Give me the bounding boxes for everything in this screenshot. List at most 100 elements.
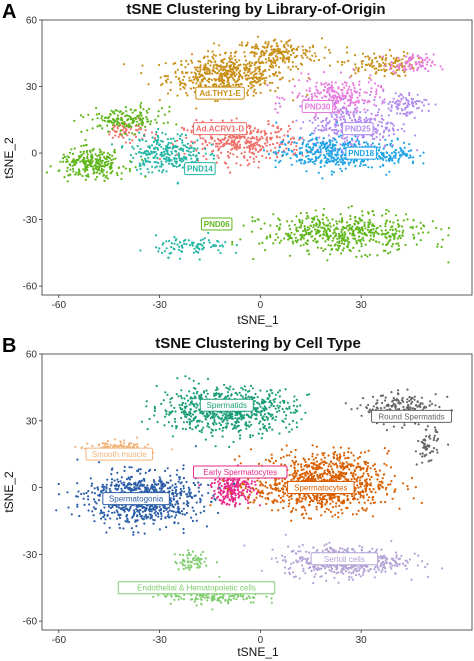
scatter-point <box>116 122 119 125</box>
scatter-point <box>175 160 179 163</box>
scatter-point <box>371 59 374 62</box>
scatter-point <box>401 231 404 234</box>
scatter-point <box>114 444 117 447</box>
scatter-point <box>337 86 340 89</box>
scatter-point <box>315 222 318 225</box>
scatter-point <box>311 121 314 124</box>
scatter-point <box>82 152 85 155</box>
scatter-point <box>256 35 260 38</box>
scatter-point <box>176 94 179 97</box>
scatter-point <box>350 205 353 208</box>
scatter-point <box>77 155 81 158</box>
scatter-point <box>227 387 230 390</box>
scatter-point <box>192 417 195 420</box>
scatter-point <box>201 412 204 415</box>
scatter-point <box>321 177 324 180</box>
scatter-point <box>433 436 436 439</box>
scatter-point <box>172 247 175 250</box>
scatter-point <box>353 118 356 121</box>
scatter-point <box>164 133 167 136</box>
scatter-point <box>363 141 366 144</box>
scatter-point <box>213 421 216 424</box>
scatter-point <box>265 416 268 419</box>
scatter-point <box>333 90 336 93</box>
scatter-point <box>189 144 192 147</box>
scatter-point <box>291 136 294 139</box>
scatter-point <box>275 410 279 413</box>
scatter-point <box>218 69 221 72</box>
scatter-point <box>253 52 256 56</box>
scatter-point <box>323 95 326 98</box>
scatter-point <box>409 398 413 401</box>
scatter-point <box>378 241 381 244</box>
scatter-point <box>272 398 275 402</box>
scatter-point <box>381 243 384 246</box>
scatter-point <box>278 389 281 392</box>
scatter-point <box>271 73 275 76</box>
scatter-point <box>178 80 181 83</box>
scatter-point <box>257 432 260 435</box>
scatter-point <box>376 157 379 160</box>
scatter-point <box>260 135 263 138</box>
scatter-point <box>183 412 186 415</box>
scatter-point <box>240 41 244 44</box>
scatter-point <box>385 68 388 72</box>
scatter-point <box>392 129 395 132</box>
scatter-point <box>271 428 274 431</box>
scatter-point <box>362 239 365 242</box>
scatter-point <box>305 170 308 173</box>
scatter-point <box>337 232 340 235</box>
scatter-point <box>235 162 238 165</box>
scatter-point <box>340 113 343 116</box>
scatter-point <box>295 142 298 145</box>
scatter-point <box>289 411 293 414</box>
scatter-point <box>364 55 367 58</box>
scatter-point <box>381 102 384 105</box>
scatter-point <box>381 214 384 217</box>
scatter-point <box>287 135 290 138</box>
scatter-point <box>374 57 377 60</box>
scatter-point <box>415 463 418 466</box>
scatter-point <box>238 391 241 394</box>
scatter-point <box>337 124 340 127</box>
scatter-point <box>407 101 410 105</box>
scatter-point <box>270 53 273 57</box>
scatter-point <box>346 136 349 139</box>
scatter-point <box>188 418 191 421</box>
scatter-point <box>280 239 283 242</box>
scatter-point <box>226 419 229 422</box>
scatter-point <box>219 74 223 77</box>
scatter-point <box>415 100 418 103</box>
scatter-point <box>198 258 201 261</box>
scatter-point <box>229 51 233 55</box>
scatter-point <box>434 430 437 433</box>
scatter-point <box>278 97 281 100</box>
scatter-point <box>315 215 318 218</box>
scatter-point <box>182 421 185 424</box>
scatter-point <box>233 62 236 66</box>
scatter-point <box>337 156 340 160</box>
scatter-point <box>288 405 291 408</box>
scatter-point <box>421 101 424 104</box>
scatter-point <box>308 87 311 90</box>
scatter-point <box>224 65 227 69</box>
scatter-point <box>198 419 201 422</box>
scatter-point <box>83 170 87 173</box>
scatter-point <box>317 171 320 174</box>
scatter-point <box>169 137 172 140</box>
scatter-point <box>240 82 243 86</box>
scatter-point <box>334 125 337 128</box>
scatter-point <box>378 155 381 158</box>
scatter-point <box>353 110 356 113</box>
scatter-point <box>104 445 107 448</box>
scatter-point <box>324 147 328 151</box>
scatter-point <box>198 70 201 73</box>
scatter-point <box>226 166 230 169</box>
scatter-point <box>220 77 224 80</box>
scatter-point <box>116 109 119 112</box>
scatter-point <box>305 149 308 153</box>
scatter-point <box>388 100 392 104</box>
scatter-point <box>179 408 183 411</box>
scatter-point <box>251 434 254 437</box>
scatter-point <box>305 155 308 158</box>
